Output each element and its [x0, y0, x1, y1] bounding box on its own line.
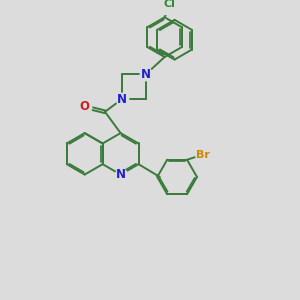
Text: Cl: Cl	[164, 0, 176, 10]
Text: N: N	[117, 92, 127, 106]
Text: Br: Br	[196, 150, 210, 160]
Text: O: O	[80, 100, 89, 113]
Text: N: N	[141, 68, 151, 80]
Text: N: N	[116, 168, 126, 181]
